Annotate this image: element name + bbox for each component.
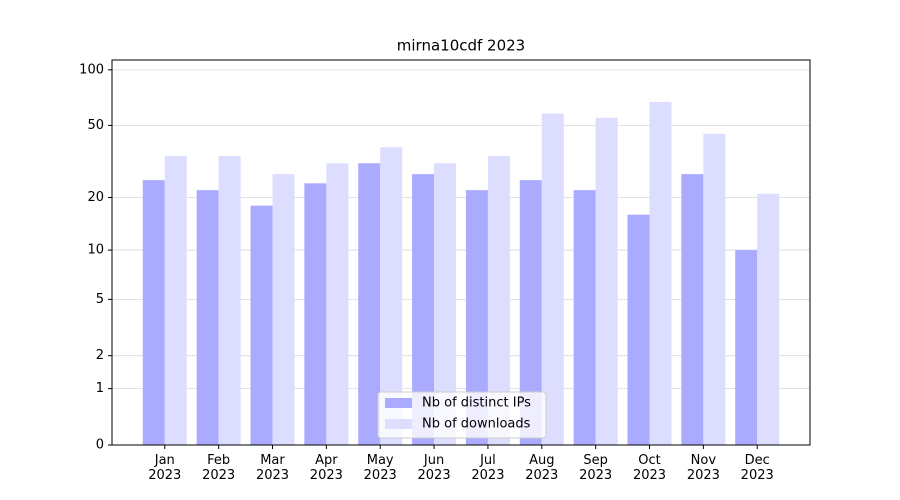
legend-label: Nb of downloads bbox=[422, 417, 531, 432]
bar bbox=[573, 190, 596, 445]
y-tick-label: 50 bbox=[87, 118, 104, 133]
bar bbox=[326, 163, 349, 445]
legend-box bbox=[377, 391, 547, 439]
legend-label: Nb of distinct IPs bbox=[422, 396, 531, 411]
bar bbox=[142, 180, 165, 445]
x-tick-label: Aug 2023 bbox=[525, 453, 559, 483]
bar bbox=[358, 163, 381, 445]
x-tick-label: Jan 2023 bbox=[148, 453, 182, 483]
bar bbox=[735, 250, 758, 445]
bar bbox=[681, 174, 704, 445]
x-tick-label: Feb 2023 bbox=[202, 453, 236, 483]
bar bbox=[412, 174, 435, 445]
y-tick-label: 0 bbox=[96, 438, 104, 453]
bar bbox=[541, 113, 564, 445]
bar bbox=[595, 117, 618, 445]
x-tick-label: May 2023 bbox=[363, 453, 397, 483]
bar bbox=[465, 190, 488, 445]
x-tick-label: Nov 2023 bbox=[686, 453, 720, 483]
bar bbox=[196, 190, 219, 445]
bar bbox=[250, 205, 273, 445]
x-tick-label: Mar 2023 bbox=[255, 453, 290, 483]
bar bbox=[164, 155, 187, 446]
y-tick-label: 10 bbox=[87, 243, 104, 258]
x-tick-label: Jun 2023 bbox=[417, 453, 451, 483]
bar bbox=[519, 180, 542, 445]
bar bbox=[757, 193, 780, 445]
bar bbox=[649, 102, 672, 445]
legend: Nb of distinct IPs Nb of downloads bbox=[377, 391, 547, 439]
y-tick-label: 2 bbox=[96, 348, 104, 363]
bar bbox=[627, 214, 650, 445]
x-tick-label: Apr 2023 bbox=[309, 453, 343, 483]
bar bbox=[703, 133, 726, 446]
x-tick-label: Jul 2023 bbox=[471, 453, 505, 483]
bar bbox=[434, 163, 457, 445]
chart-title: mirna10cdf 2023 bbox=[397, 37, 525, 55]
x-tick-label: Sep 2023 bbox=[579, 453, 613, 483]
legend-swatch bbox=[385, 398, 412, 408]
bar bbox=[304, 183, 327, 445]
x-tick-label: Dec 2023 bbox=[740, 453, 774, 483]
bar bbox=[380, 147, 403, 445]
y-tick-label: 100 bbox=[79, 62, 104, 77]
bar bbox=[218, 155, 241, 446]
plot-frame bbox=[111, 59, 811, 446]
bar bbox=[272, 174, 295, 445]
bar bbox=[487, 155, 510, 446]
legend-swatch bbox=[385, 419, 412, 429]
x-tick-label: Oct 2023 bbox=[632, 453, 667, 483]
y-tick-label: 5 bbox=[96, 292, 104, 307]
y-tick-label: 1 bbox=[96, 381, 104, 396]
y-tick-label: 20 bbox=[87, 190, 104, 205]
